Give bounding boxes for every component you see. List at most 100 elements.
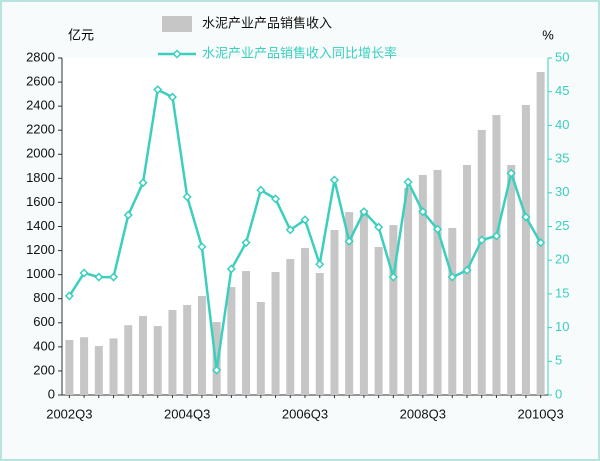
x-tick-label: 2002Q3	[46, 406, 92, 421]
line-marker	[462, 265, 472, 275]
line-marker	[197, 242, 207, 252]
bar	[242, 271, 251, 395]
bar	[139, 316, 147, 395]
line-marker	[447, 272, 457, 282]
y2-tick-label: 45	[555, 83, 569, 98]
y-tick-label: 2000	[26, 146, 55, 161]
bar	[404, 187, 413, 395]
legend-label: 水泥产业产品销售收入同比增长率	[202, 45, 397, 60]
bar	[345, 212, 354, 395]
y-tick-label: 1600	[26, 194, 55, 209]
line-marker	[491, 231, 502, 241]
y2-tick-label: 35	[555, 151, 569, 166]
legend-marker	[172, 49, 182, 59]
bar	[109, 338, 118, 395]
y-unit: 亿元	[68, 27, 94, 42]
y2-tick-label: 40	[555, 117, 569, 132]
y-tick-label: 600	[33, 314, 55, 329]
x-tick-label: 2004Q3	[164, 406, 210, 421]
legend-swatch	[162, 16, 192, 32]
bar	[153, 326, 162, 395]
y-tick-label: 2200	[26, 122, 55, 137]
line-marker	[167, 92, 178, 102]
y2-tick-label: 5	[555, 353, 562, 368]
bar	[197, 295, 206, 395]
y2-tick-label: 0	[555, 386, 562, 401]
y-tick-label: 1800	[26, 170, 55, 185]
line-marker	[344, 236, 354, 246]
y2-tick-label: 50	[555, 49, 569, 64]
x-tick-label: 2008Q3	[400, 406, 446, 421]
y-tick-label: 0	[48, 386, 55, 401]
line-marker	[241, 238, 251, 248]
bar	[80, 337, 89, 395]
bar	[256, 301, 265, 395]
bar	[418, 174, 427, 395]
bar	[124, 325, 133, 395]
line-marker	[418, 207, 428, 217]
line-marker	[374, 222, 384, 232]
x-tick-label: 2010Q3	[518, 406, 564, 421]
line-marker	[212, 365, 222, 375]
line-marker	[123, 210, 133, 220]
line-marker	[315, 259, 325, 269]
bar	[521, 104, 530, 396]
y2-unit: %	[542, 27, 554, 42]
legend-label: 水泥产业产品销售收入	[202, 15, 332, 30]
line-marker	[388, 272, 398, 282]
y-tick-label: 1200	[26, 242, 55, 257]
line-marker	[403, 177, 413, 187]
bar	[212, 322, 221, 395]
line-marker	[359, 207, 369, 217]
bar	[330, 229, 339, 395]
x-tick-label: 2006Q3	[282, 406, 328, 421]
y2-tick-label: 15	[555, 285, 569, 300]
line-marker	[64, 291, 74, 301]
bar	[433, 169, 442, 395]
line-marker	[182, 192, 192, 202]
y-tick-label: 2600	[26, 74, 55, 89]
y-tick-label: 2800	[26, 49, 55, 64]
bar	[463, 164, 471, 395]
bar	[389, 225, 398, 395]
bar	[315, 272, 324, 395]
y2-tick-label: 25	[555, 218, 569, 233]
line-marker	[226, 264, 236, 274]
y-tick-label: 200	[33, 362, 55, 377]
line-marker	[432, 224, 443, 234]
line-marker	[477, 235, 487, 245]
line-marker	[506, 168, 516, 178]
bar	[227, 287, 236, 395]
bar	[374, 246, 383, 395]
bar	[492, 115, 501, 395]
y2-tick-label: 10	[555, 319, 569, 334]
y-tick-label: 1000	[26, 266, 55, 281]
y-tick-label: 400	[33, 338, 55, 353]
bar	[94, 346, 103, 395]
line-marker	[285, 225, 295, 235]
line-marker	[521, 212, 531, 222]
bar	[477, 129, 486, 395]
line-marker	[94, 272, 104, 282]
bar	[271, 271, 280, 395]
y2-tick-label: 20	[555, 252, 569, 267]
line-marker	[138, 178, 148, 188]
bar	[286, 258, 295, 395]
line-marker	[536, 238, 546, 248]
bar	[65, 339, 74, 395]
bar	[359, 210, 368, 395]
y-tick-label: 800	[33, 290, 55, 305]
line-marker	[108, 272, 119, 282]
line-marker	[153, 85, 163, 95]
bar	[301, 248, 309, 395]
line-marker	[300, 215, 310, 225]
y-tick-label: 2400	[26, 98, 55, 113]
bar	[507, 164, 516, 395]
y2-tick-label: 30	[555, 184, 569, 199]
y-tick-label: 1400	[26, 218, 55, 233]
bar	[183, 304, 192, 395]
line-marker	[270, 194, 281, 204]
line-marker	[329, 175, 340, 185]
line-marker	[256, 185, 266, 195]
